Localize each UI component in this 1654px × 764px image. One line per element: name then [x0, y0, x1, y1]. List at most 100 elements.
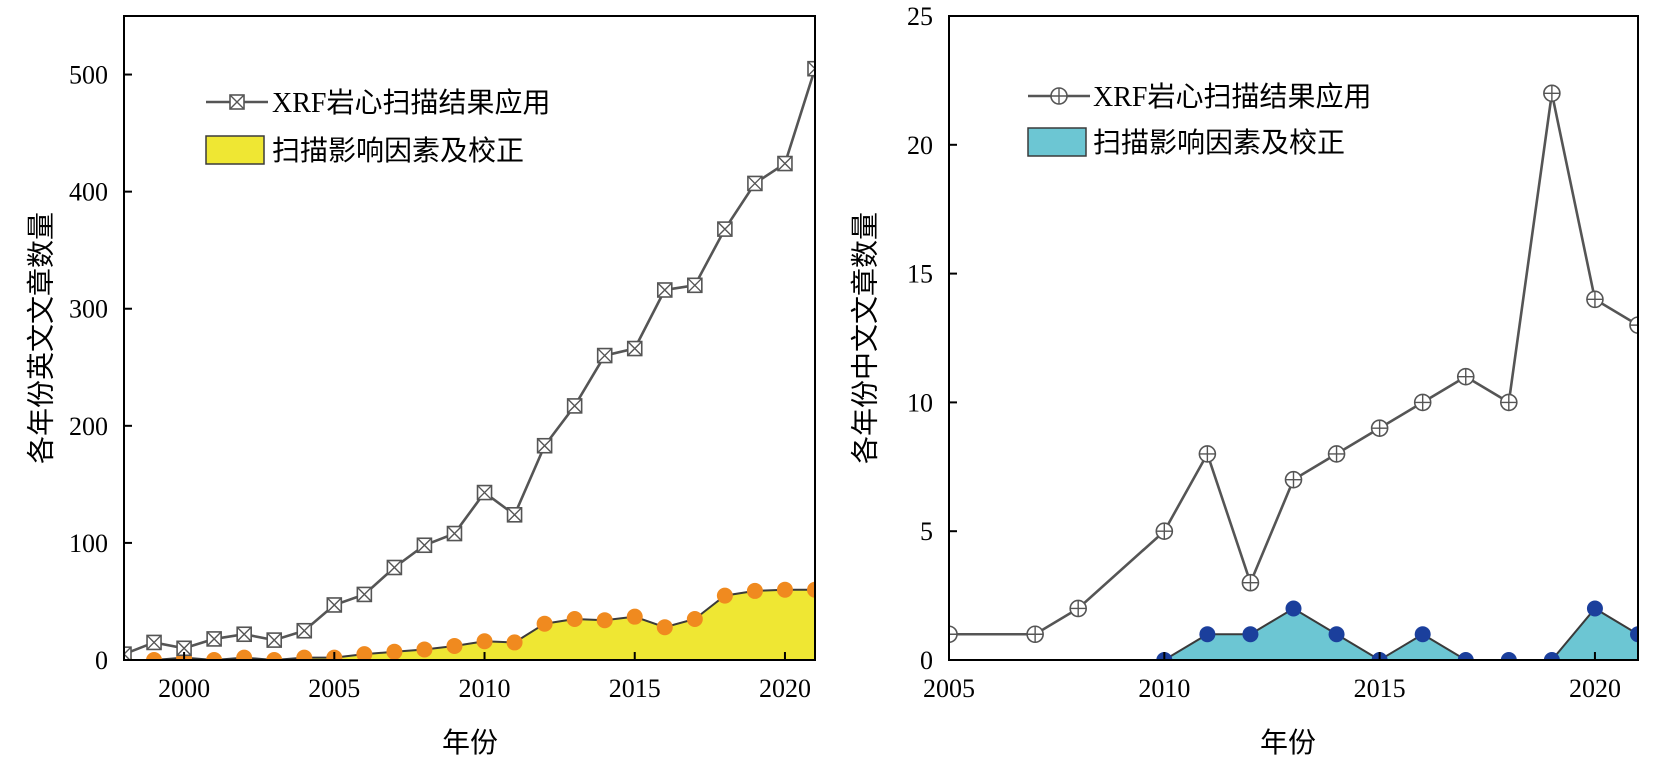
x-axis-label: 年份: [1260, 727, 1316, 759]
data-point: [656, 619, 673, 636]
data-point: [326, 597, 343, 613]
y-axis-label: 各年份英文文章数量: [25, 212, 57, 464]
y-tick-label: 400: [69, 178, 108, 207]
data-point: [807, 581, 815, 598]
data-point: [1328, 626, 1345, 643]
y-tick-label: 20: [907, 131, 933, 160]
data-point: [1242, 626, 1259, 643]
data-point: [1370, 419, 1389, 437]
data-point: [266, 652, 283, 660]
data-point: [1630, 626, 1638, 643]
y-tick-label: 200: [69, 412, 108, 441]
data-point: [807, 60, 815, 77]
data-point: [124, 646, 132, 660]
data-point: [1198, 445, 1217, 463]
legend-label: XRF岩心扫描结果应用: [272, 87, 550, 119]
data-point: [356, 586, 373, 603]
x-tick-label: 2005: [923, 674, 975, 703]
data-point: [1456, 367, 1475, 386]
data-point: [506, 507, 523, 523]
y-tick-label: 0: [95, 646, 108, 675]
chinese-articles-chart: 0 5 10 15 20 25 2005 2010 2015 2020 年份 各年份中文文章数量 XRF…: [849, 2, 1639, 759]
data-point: [416, 641, 433, 658]
legend-area-swatch: [205, 135, 265, 165]
axes-frame: [123, 15, 816, 661]
x-tick-label: 2015: [1354, 674, 1406, 703]
data-point: [717, 221, 733, 237]
data-point: [1284, 470, 1303, 489]
x-tick-label: 2015: [609, 674, 661, 703]
data-point: [236, 626, 252, 643]
x-tick-label: 2010: [459, 674, 511, 703]
y-tick-label: 0: [920, 646, 933, 675]
data-point: [686, 611, 703, 628]
data-point: [386, 559, 403, 576]
data-point: [536, 437, 553, 454]
x-tick-label: 2010: [1138, 674, 1190, 703]
data-point: [146, 634, 162, 651]
data-point: [296, 649, 313, 660]
legend-label: XRF岩心扫描结果应用: [1093, 81, 1371, 113]
data-point: [1586, 600, 1603, 617]
data-point: [1069, 599, 1087, 618]
x-tick-label: 2005: [308, 674, 360, 703]
data-point: [1241, 573, 1260, 592]
x-tick-label: 2020: [759, 674, 811, 703]
data-point: [1413, 393, 1432, 412]
data-point: [716, 587, 733, 604]
data-point: [1543, 84, 1561, 103]
data-point: [777, 155, 793, 172]
data-point: [1586, 290, 1604, 309]
data-point: [1327, 445, 1346, 463]
y-tick-label: 10: [907, 388, 933, 417]
y-tick-label: 500: [69, 61, 108, 90]
data-point: [386, 643, 403, 660]
data-point: [1500, 393, 1518, 412]
data-point: [1155, 522, 1174, 541]
legend-marker: [229, 94, 245, 110]
data-point: [1500, 652, 1517, 660]
legend-area-swatch: [1027, 127, 1087, 157]
data-point: [416, 537, 433, 554]
data-point: [206, 631, 222, 647]
legend-label: 扫描影响因素及校正: [1093, 127, 1345, 159]
data-point: [566, 398, 583, 414]
y-tick-label: 300: [69, 295, 108, 324]
data-point: [1543, 652, 1560, 660]
data-point: [536, 615, 553, 632]
data-point: [1414, 626, 1431, 643]
data-point: [1285, 600, 1302, 617]
data-point: [687, 277, 703, 294]
data-point: [236, 649, 253, 660]
english-articles-chart: 0 100 200 300 400 500 2000 2005 2010 2015 2020 年份 各年…: [25, 15, 816, 759]
y-tick-label: 25: [907, 2, 933, 31]
plot-area: [124, 60, 815, 660]
data-point: [206, 652, 223, 660]
data-point: [596, 612, 613, 629]
data-point: [1457, 652, 1474, 660]
data-point: [356, 646, 373, 660]
y-tick-label: 15: [907, 260, 933, 289]
x-tick-label: 2000: [158, 674, 210, 703]
data-point: [146, 652, 163, 660]
data-point: [566, 611, 583, 628]
data-point: [1629, 316, 1638, 334]
axes-frame: [948, 15, 1639, 661]
data-point: [476, 633, 493, 650]
plot-area: [949, 84, 1638, 660]
data-point: [747, 175, 763, 192]
data-point: [446, 637, 463, 654]
x-axis-label: 年份: [442, 727, 498, 759]
legend-marker: [1050, 87, 1068, 105]
y-tick-label: 100: [69, 529, 108, 558]
data-point: [476, 484, 493, 501]
data-point: [1199, 626, 1216, 643]
y-tick-label: 5: [920, 517, 933, 546]
data-point: [776, 581, 793, 598]
data-point: [626, 608, 643, 625]
data-point: [949, 625, 958, 644]
data-point: [1026, 625, 1044, 644]
legend-label: 扫描影响因素及校正: [272, 135, 524, 167]
data-point: [296, 622, 313, 639]
